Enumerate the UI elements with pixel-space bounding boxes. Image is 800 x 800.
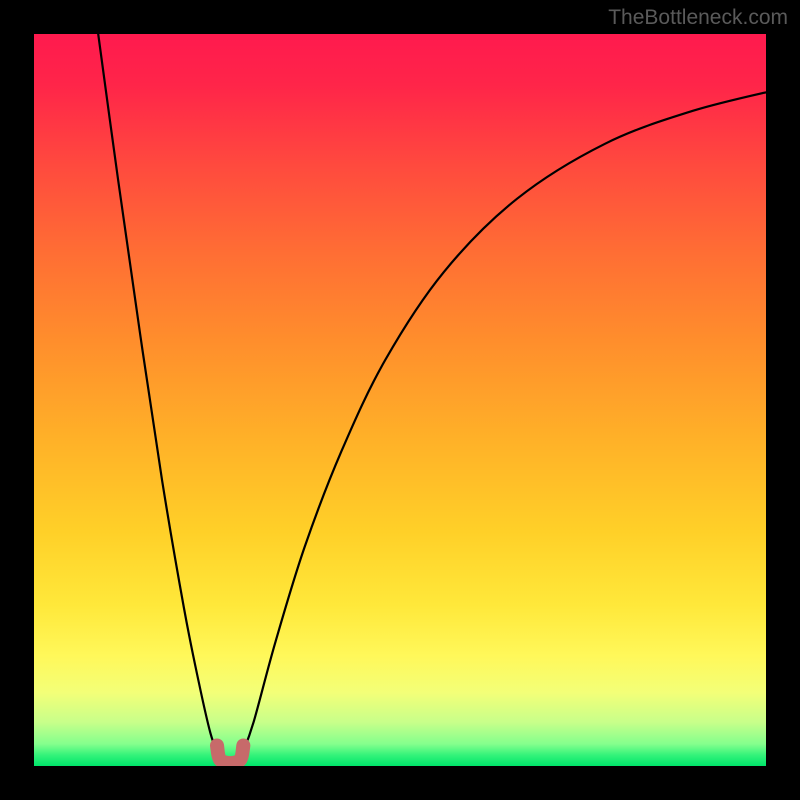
curve-left — [96, 34, 218, 755]
watermark-text: TheBottleneck.com — [608, 6, 788, 30]
chart-frame — [0, 0, 800, 800]
trough-marker — [217, 746, 243, 764]
curve-right — [242, 89, 766, 755]
curves-layer — [34, 34, 766, 766]
plot-area — [34, 34, 766, 766]
